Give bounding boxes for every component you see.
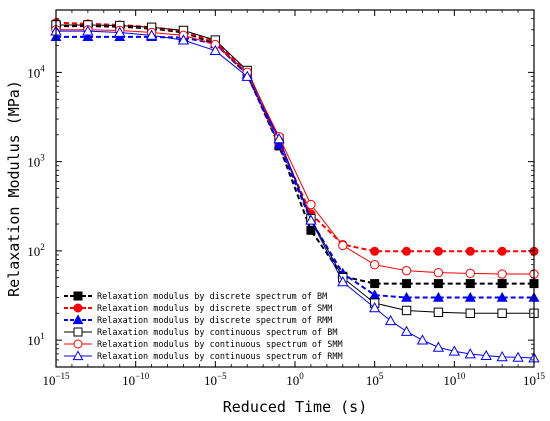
data-point [306, 225, 316, 235]
data-point [465, 308, 475, 318]
data-point [497, 269, 507, 279]
series-line [56, 29, 534, 275]
legend-item: Relaxation modulus by discrete spectrum … [64, 314, 332, 326]
x-axis-title: Reduced Time (s) [223, 398, 368, 416]
series-5 [50, 25, 540, 363]
data-point [337, 275, 349, 287]
data-point [209, 44, 222, 56]
series-layer [50, 18, 540, 363]
data-point [384, 314, 397, 326]
data-point [369, 260, 380, 270]
legend-item: Relaxation modulus by discrete spectrum … [64, 291, 327, 302]
legend-item: Relaxation modulus by discrete spectrum … [64, 303, 332, 314]
legend-marker [73, 291, 83, 301]
series-0 [51, 21, 539, 289]
data-point [114, 26, 126, 37]
data-point [400, 325, 413, 336]
data-point [305, 214, 317, 225]
data-point [465, 279, 475, 289]
data-point [368, 301, 381, 313]
legend-item: Relaxation modulus by continuous spectru… [64, 350, 343, 362]
legend-marker [72, 350, 84, 361]
y-tick-label: 102 [27, 242, 45, 259]
legend-label: Relaxation modulus by continuous spectru… [97, 340, 343, 350]
data-point [273, 132, 285, 144]
series-line [56, 25, 534, 285]
data-point [512, 351, 524, 362]
data-point [497, 246, 507, 256]
x-axis: 10−15 10−10 10−5 100 105 1010 1015 [42, 10, 546, 388]
y-axis-title: Relaxation Modulus (MPa) [5, 80, 23, 297]
data-point [82, 25, 94, 36]
x-tick-label: 10−15 [42, 371, 70, 388]
x-tick-label: 10−5 [204, 371, 227, 388]
y-axis: 101 102 103 104 [27, 9, 534, 368]
data-point [433, 307, 444, 318]
data-point [432, 341, 445, 352]
data-point [465, 246, 475, 256]
x-tick-label: 10−10 [122, 371, 150, 388]
series-4 [51, 25, 539, 279]
data-point [370, 246, 380, 256]
data-point [416, 334, 429, 345]
legend-item: Relaxation modulus by continuous spectru… [64, 339, 343, 350]
data-point [496, 350, 508, 362]
legend-marker [73, 303, 83, 313]
x-tick-label: 1010 [443, 371, 466, 388]
series-2 [50, 31, 540, 302]
data-point [306, 199, 316, 210]
x-tick-label: 100 [286, 371, 304, 388]
data-point [402, 246, 412, 256]
data-point [464, 348, 476, 359]
legend-label: Relaxation modulus by discrete spectrum … [97, 316, 332, 326]
series-line [56, 24, 534, 314]
y-tick-label: 103 [27, 153, 45, 170]
legend-marker [73, 339, 83, 349]
data-point [432, 291, 444, 302]
x-tick-label: 105 [366, 371, 384, 388]
y-tick-label: 104 [27, 63, 45, 80]
data-point [480, 349, 492, 361]
data-point [433, 267, 444, 278]
legend-marker [72, 314, 84, 325]
data-point [401, 265, 412, 276]
legend-label: Relaxation modulus by continuous spectru… [97, 352, 343, 362]
data-point [496, 291, 508, 302]
y-tick-label: 101 [27, 331, 45, 348]
data-point [402, 279, 412, 289]
data-point [465, 268, 475, 279]
legend-label: Relaxation modulus by discrete spectrum … [97, 304, 332, 314]
legend-label: Relaxation modulus by discrete spectrum … [97, 292, 327, 302]
data-point [433, 279, 443, 289]
legend: Relaxation modulus by discrete spectrum … [64, 291, 343, 362]
data-point [82, 31, 94, 42]
series-1 [51, 18, 539, 256]
data-point [145, 29, 158, 40]
data-point [433, 246, 443, 256]
data-point [338, 240, 348, 251]
series-line [56, 35, 534, 299]
legend-marker [73, 327, 83, 337]
data-point [241, 70, 253, 81]
x-tick-label: 1015 [523, 371, 546, 388]
series-line [55, 21, 534, 253]
legend-label: Relaxation modulus by continuous spectru… [97, 328, 338, 338]
data-point [497, 308, 507, 318]
data-point [401, 291, 412, 302]
data-point [401, 305, 412, 316]
data-point [448, 345, 461, 356]
data-point [177, 34, 190, 45]
data-point [464, 291, 476, 302]
data-point [497, 279, 507, 289]
legend-item: Relaxation modulus by continuous spectru… [64, 327, 338, 338]
data-point [370, 279, 380, 289]
